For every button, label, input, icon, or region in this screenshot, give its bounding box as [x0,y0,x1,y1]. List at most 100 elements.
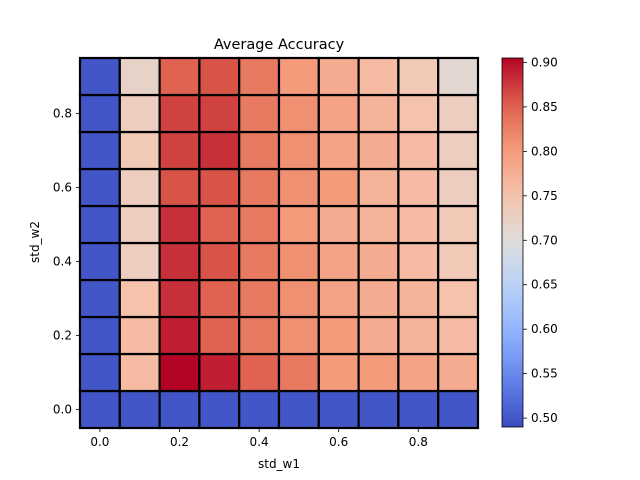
heatmap-cell [357,278,400,319]
heatmap-cell [357,204,400,245]
heatmap-cell [198,93,241,134]
heatmap-cells [78,56,480,430]
heatmap-cell [357,241,400,282]
x-tick-label: 0.8 [409,435,428,449]
heatmap-cell [238,204,281,245]
y-tick-label: 0.4 [53,255,72,269]
colorbar-tick-label: 0.80 [531,144,558,158]
heatmap-cell [437,241,480,282]
colorbar-ticks: 0.50 0.55 0.60 0.65 0.70 0.75 0.80 0.85 0.90 [523,55,558,425]
heatmap-cell [78,278,121,319]
heatmap-cell [397,130,440,171]
heatmap-cell [317,241,360,282]
heatmap-cell [317,130,360,171]
heatmap-cell [238,389,281,430]
x-axis-ticks: 0.0 0.2 0.4 0.6 0.8 [90,428,428,449]
heatmap-cell [317,278,360,319]
heatmap-cell [198,241,241,282]
x-tick-label: 0.0 [90,435,109,449]
x-tick-label: 0.6 [329,435,348,449]
y-axis-ticks: 0.0 0.2 0.4 0.6 0.8 [53,107,80,417]
heatmap-cell [198,315,241,356]
x-axis-label: std_w1 [258,457,300,471]
heatmap-cell [317,389,360,430]
heatmap-cell [78,204,121,245]
heatmap-cell [317,352,360,393]
heatmap-cell [238,241,281,282]
heatmap-cell [437,315,480,356]
heatmap-cell [397,241,440,282]
heatmap-cell [317,315,360,356]
colorbar-tick-label: 0.90 [531,55,558,69]
heatmap-cell [158,315,201,356]
heatmap-cell [118,130,161,171]
heatmap-cell [397,278,440,319]
heatmap-cell [357,315,400,356]
heatmap-cell [397,352,440,393]
heatmap-cell [78,56,121,97]
heatmap-cell [158,167,201,208]
heatmap-cell [357,56,400,97]
heatmap-cell [397,315,440,356]
heatmap-cell [198,204,241,245]
heatmap-cell [78,389,121,430]
heatmap-cell [158,241,201,282]
heatmap-cell [238,130,281,171]
heatmap-cell [118,241,161,282]
heatmap-cell [357,352,400,393]
heatmap-cell [437,278,480,319]
heatmap-cell [158,389,201,430]
heatmap-cell [437,56,480,97]
heatmap-cell [78,241,121,282]
heatmap-cell [397,204,440,245]
x-tick-label: 0.4 [250,435,269,449]
colorbar-tick-label: 0.75 [531,189,558,203]
heatmap-cell [158,130,201,171]
heatmap-cell [317,167,360,208]
heatmap-cell [238,56,281,97]
heatmap-cell [78,352,121,393]
heatmap-cell [277,93,320,134]
heatmap-cell [317,56,360,97]
x-tick-label: 0.2 [170,435,189,449]
colorbar-tick-label: 0.70 [531,233,558,247]
heatmap-cell [317,93,360,134]
heatmap-cell [238,278,281,319]
heatmap-cell [437,167,480,208]
heatmap-cell [357,389,400,430]
heatmap-cell [238,352,281,393]
chart-title: Average Accuracy [214,37,345,53]
heatmap-cell [198,278,241,319]
colorbar-tick-label: 0.60 [531,322,558,336]
heatmap-cell [397,93,440,134]
heatmap-cell [277,278,320,319]
heatmap-cell [437,204,480,245]
heatmap-cell [198,56,241,97]
heatmap-cell [78,315,121,356]
heatmap-cell [317,204,360,245]
y-tick-label: 0.8 [53,107,72,121]
heatmap-cell [277,389,320,430]
colorbar [501,57,524,428]
heatmap-cell [238,167,281,208]
heatmap-cell [238,315,281,356]
heatmap-cell [277,315,320,356]
y-tick-label: 0.2 [53,329,72,343]
y-axis-label: std_w2 [28,221,42,263]
colorbar-tick-label: 0.55 [531,367,558,381]
heatmap-cell [158,56,201,97]
heatmap-cell [78,167,121,208]
heatmap-cell [118,389,161,430]
heatmap-cell [118,278,161,319]
colorbar-tick-label: 0.65 [531,278,558,292]
heatmap-cell [277,167,320,208]
heatmap-cell [277,204,320,245]
heatmap-cell [397,389,440,430]
heatmap-cell [158,278,201,319]
heatmap-cell [118,56,161,97]
heatmap-cell [78,130,121,171]
heatmap-cell [78,93,121,134]
colorbar-tick-label: 0.85 [531,100,558,114]
heatmap-cell [158,93,201,134]
